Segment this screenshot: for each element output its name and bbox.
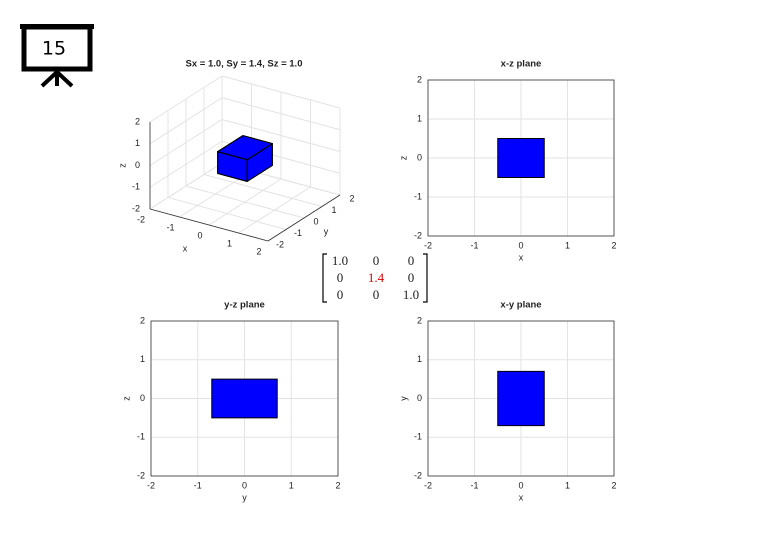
matrix-entry: 0 <box>408 270 415 285</box>
grid-line <box>149 119 223 166</box>
rectangle <box>497 370 545 427</box>
y-tick-label: 0 <box>140 393 145 403</box>
y-tick-label: -2 <box>137 470 145 480</box>
grid-line <box>149 75 223 123</box>
x-axis-label: x <box>519 492 524 502</box>
z-tick-label: 2 <box>135 116 140 126</box>
y-tick-label: 1 <box>140 354 145 364</box>
y-tick-label: -1 <box>414 191 422 201</box>
leg <box>40 70 59 88</box>
x-tick-label: -2 <box>424 480 432 490</box>
y-tick-label: 1 <box>417 354 422 364</box>
slide-icon: 15 <box>20 24 94 88</box>
x-tick-label: 2 <box>611 240 616 250</box>
matrix-entry: 0 <box>408 253 415 268</box>
matrix-entry: 1.0 <box>403 287 419 302</box>
bracket-right <box>423 253 428 303</box>
axis-line <box>267 194 341 242</box>
x-tick-label: -1 <box>166 222 174 232</box>
x-tick-label: 1 <box>565 240 570 250</box>
x-tick-label: 1 <box>565 480 570 490</box>
grid-line <box>149 97 223 145</box>
matrix-entry: 0 <box>373 287 380 302</box>
x-tick-label: 0 <box>518 240 523 250</box>
z-axis-label: z <box>117 163 127 168</box>
grid-line <box>149 162 223 210</box>
x-tick-label: 1 <box>289 480 294 490</box>
rectangle <box>497 138 545 178</box>
y-tick-label: -2 <box>276 239 284 249</box>
x-tick-label: -2 <box>147 480 155 490</box>
y-tick-label: 2 <box>349 193 354 203</box>
chart-title: y-z plane <box>224 300 265 311</box>
y-tick-label: 0 <box>313 216 318 226</box>
x-tick-label: -1 <box>194 480 202 490</box>
y-tick-label: -1 <box>294 228 302 238</box>
matrix-entry: 0 <box>337 270 344 285</box>
z-tick-label: 1 <box>135 138 140 148</box>
x-axis-label: y <box>242 492 247 502</box>
y-axis-label: z <box>398 155 408 160</box>
x-tick-label: 0 <box>518 480 523 490</box>
x-tick-label: -1 <box>470 480 478 490</box>
matrix <box>322 253 428 303</box>
x-axis-label: x <box>183 243 188 253</box>
x-tick-label: -2 <box>424 240 432 250</box>
y-tick-label: 0 <box>417 152 422 162</box>
rectangle <box>211 378 278 419</box>
x-tick-label: 2 <box>335 480 340 490</box>
x-axis-label: x <box>519 252 524 262</box>
x-tick-label: -1 <box>470 240 478 250</box>
grid-line <box>203 174 323 207</box>
y-tick-label: 2 <box>140 315 145 325</box>
chart-title: x-z plane <box>501 59 542 70</box>
y-tick-label: 2 <box>417 74 422 84</box>
y-tick-label: 2 <box>417 315 422 325</box>
z-tick-label: -1 <box>132 182 140 192</box>
leg <box>55 70 74 88</box>
y-axis-label: z <box>121 396 131 401</box>
matrix-entry: 0 <box>373 253 380 268</box>
grid-line <box>185 185 305 219</box>
matrix-entry: 1.4 <box>368 270 385 285</box>
z-tick-label: 0 <box>135 160 140 170</box>
slide-number: 15 <box>42 38 66 60</box>
x-tick-label: 1 <box>227 238 232 248</box>
grid-line <box>221 119 341 152</box>
x-tick-label: -2 <box>137 214 145 224</box>
axis-line <box>149 208 269 242</box>
y-tick-label: 1 <box>331 205 336 215</box>
board-top <box>20 24 94 29</box>
y-tick-label: 0 <box>417 393 422 403</box>
y-tick-label: -2 <box>414 470 422 480</box>
x-tick-label: 2 <box>256 246 261 256</box>
x-tick-label: 0 <box>242 480 247 490</box>
x-tick-label: 0 <box>197 230 202 240</box>
y-axis-label: y <box>324 226 329 236</box>
y-tick-label: -2 <box>414 230 422 240</box>
box-face <box>217 134 273 161</box>
z-tick-label: -2 <box>132 203 140 213</box>
grid-line <box>149 140 223 188</box>
x-tick-label: 2 <box>611 480 616 490</box>
axes-frame <box>427 320 615 477</box>
bracket-left <box>322 253 327 303</box>
y-tick-label: 1 <box>417 113 422 123</box>
y-tick-label: -1 <box>137 432 145 442</box>
chart-title: x-y plane <box>500 300 541 311</box>
grid-line <box>221 97 341 131</box>
grid-line <box>167 197 287 230</box>
matrix-entry: 0 <box>337 287 344 302</box>
y-axis-label: y <box>398 396 408 401</box>
matrix-entry: 1.0 <box>332 253 348 268</box>
chart-title: Sx = 1.0, Sy = 1.4, Sz = 1.0 <box>186 59 303 70</box>
axes-frame <box>427 79 615 237</box>
y-tick-label: -1 <box>414 432 422 442</box>
grid-line <box>221 75 341 109</box>
axes-frame <box>150 320 339 477</box>
